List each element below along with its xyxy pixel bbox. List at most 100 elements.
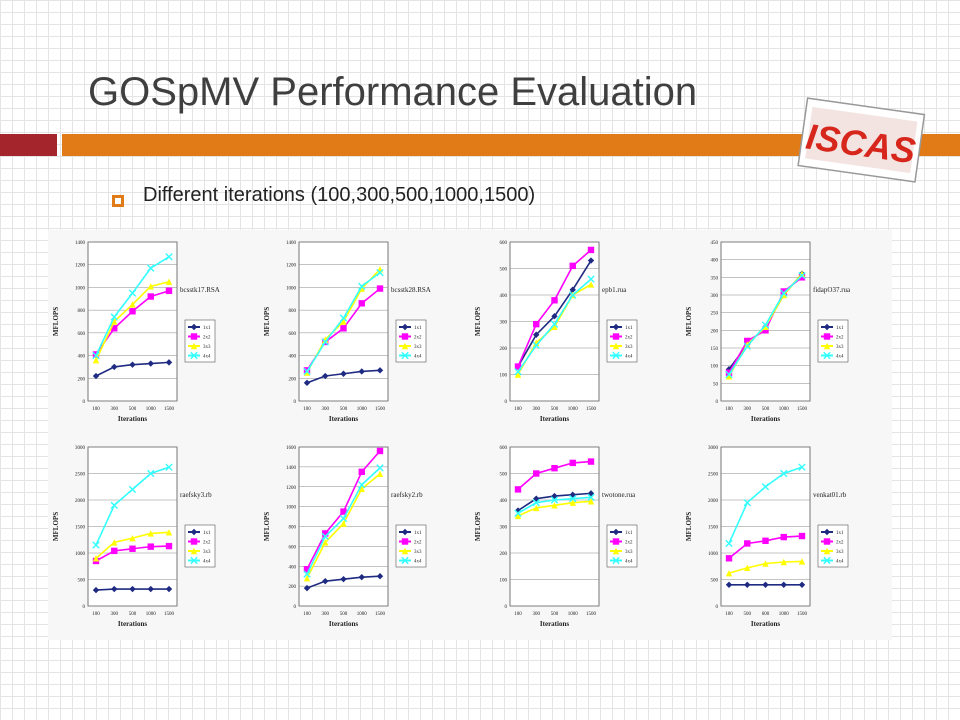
legend-marker: [612, 547, 620, 555]
x-tick-label: 100: [514, 407, 522, 412]
legend-label: 1x1: [836, 326, 844, 331]
data-point: [780, 469, 788, 478]
legend-marker: [401, 333, 409, 340]
data-point: [762, 537, 769, 545]
y-tick-label: 1400: [286, 466, 297, 471]
data-point: [376, 470, 384, 478]
x-tick-label: 1000: [779, 612, 790, 617]
data-point: [514, 371, 522, 378]
x-tick-label: 1000: [146, 407, 157, 412]
data-point: [147, 264, 155, 272]
line-chart: 0 200 400 600 800 1000 1200 1400 100 300 500 1000 15…: [263, 241, 431, 423]
data-point: [514, 368, 522, 376]
data-point: [111, 539, 118, 546]
data-point: [92, 555, 100, 562]
legend-marker: [401, 323, 409, 331]
legend-label: 1x1: [414, 326, 422, 331]
x-axis-label: Iterations: [751, 415, 780, 423]
x-tick-label: 1000: [568, 407, 579, 412]
y-tick-label: 250: [711, 312, 719, 317]
y-tick-label: 600: [78, 332, 86, 337]
data-point: [129, 545, 136, 552]
data-point: [743, 342, 751, 350]
data-point: [762, 581, 769, 588]
legend-label: 2x2: [625, 541, 633, 546]
data-point: [165, 278, 173, 285]
x-tick-label: 300: [744, 407, 752, 412]
data-point: [358, 282, 366, 290]
data-point: [533, 331, 540, 338]
x-tick-label: 300: [322, 612, 330, 617]
x-tick-label: 500: [340, 612, 348, 617]
data-point: [587, 275, 595, 283]
data-point: [111, 363, 118, 371]
y-tick-label: 200: [711, 329, 719, 334]
y-tick-label: 1000: [75, 286, 86, 291]
data-point: [569, 499, 576, 506]
legend-marker: [401, 538, 409, 545]
legend-marker: [190, 547, 198, 555]
x-tick-label: 1500: [797, 612, 808, 617]
y-tick-label: 350: [711, 276, 719, 281]
data-point: [340, 520, 347, 527]
x-tick-label: 100: [514, 612, 522, 617]
data-point: [725, 581, 733, 588]
x-tick-label: 1000: [779, 407, 790, 412]
legend-label: 1x1: [836, 531, 844, 536]
legend-label: 4x4: [414, 560, 422, 565]
legend-label: 4x4: [203, 560, 211, 565]
data-point: [358, 300, 365, 307]
data-point: [376, 464, 384, 472]
data-point: [569, 291, 577, 299]
data-point: [798, 463, 806, 471]
y-tick-label: 2000: [75, 499, 86, 504]
data-point: [147, 543, 154, 550]
x-tick-label: 1500: [375, 407, 386, 412]
y-tick-label: 0: [716, 605, 719, 610]
x-tick-label: 1000: [357, 407, 368, 412]
data-point: [111, 547, 118, 555]
chart-label: bcsstk28.RSA: [391, 286, 431, 294]
y-tick-label: 150: [711, 347, 719, 352]
data-point: [303, 379, 311, 387]
line-chart: 0 500 1000 1500 2000 2500 3000 100 300 500 1000 150…: [52, 446, 216, 628]
y-axis-label: MFLOPS: [474, 307, 482, 336]
x-axis-label: Iterations: [118, 620, 147, 628]
y-tick-label: 1500: [75, 526, 86, 531]
data-point: [376, 447, 384, 455]
data-point: [587, 246, 595, 254]
legend-marker: [401, 556, 409, 565]
y-tick-label: 300: [500, 526, 508, 531]
x-tick-label: 300: [533, 407, 541, 412]
data-point: [303, 570, 311, 578]
line-chart: 0 200 400 600 800 1000 1200 1400 100 300 500 1000 15…: [52, 241, 220, 423]
data-point: [376, 268, 384, 277]
y-tick-label: 1400: [75, 241, 86, 246]
y-tick-label: 500: [500, 473, 508, 478]
data-point: [165, 463, 173, 471]
y-tick-label: 1200: [75, 264, 86, 269]
legend-marker: [190, 333, 198, 340]
data-point: [744, 564, 751, 572]
data-point: [110, 501, 118, 509]
legend-label: 4x4: [836, 355, 844, 360]
data-point: [129, 301, 136, 308]
legend-label: 3x3: [836, 345, 844, 350]
data-point: [725, 569, 733, 577]
x-tick-label: 500: [129, 612, 137, 617]
y-tick-label: 200: [289, 377, 297, 382]
data-point: [339, 514, 348, 523]
y-axis-label: MFLOPS: [685, 512, 693, 541]
data-point: [322, 577, 329, 585]
y-axis-label: MFLOPS: [263, 512, 271, 541]
legend-marker: [612, 528, 620, 536]
x-axis-label: Iterations: [540, 620, 569, 628]
y-tick-label: 2500: [75, 473, 86, 478]
legend-marker: [612, 556, 620, 565]
legend-label: 1x1: [203, 326, 211, 331]
plot-area: [720, 241, 811, 402]
legend-label: 1x1: [625, 326, 633, 331]
data-point: [587, 498, 595, 505]
y-axis-label: MFLOPS: [474, 512, 482, 541]
data-point: [532, 341, 540, 350]
